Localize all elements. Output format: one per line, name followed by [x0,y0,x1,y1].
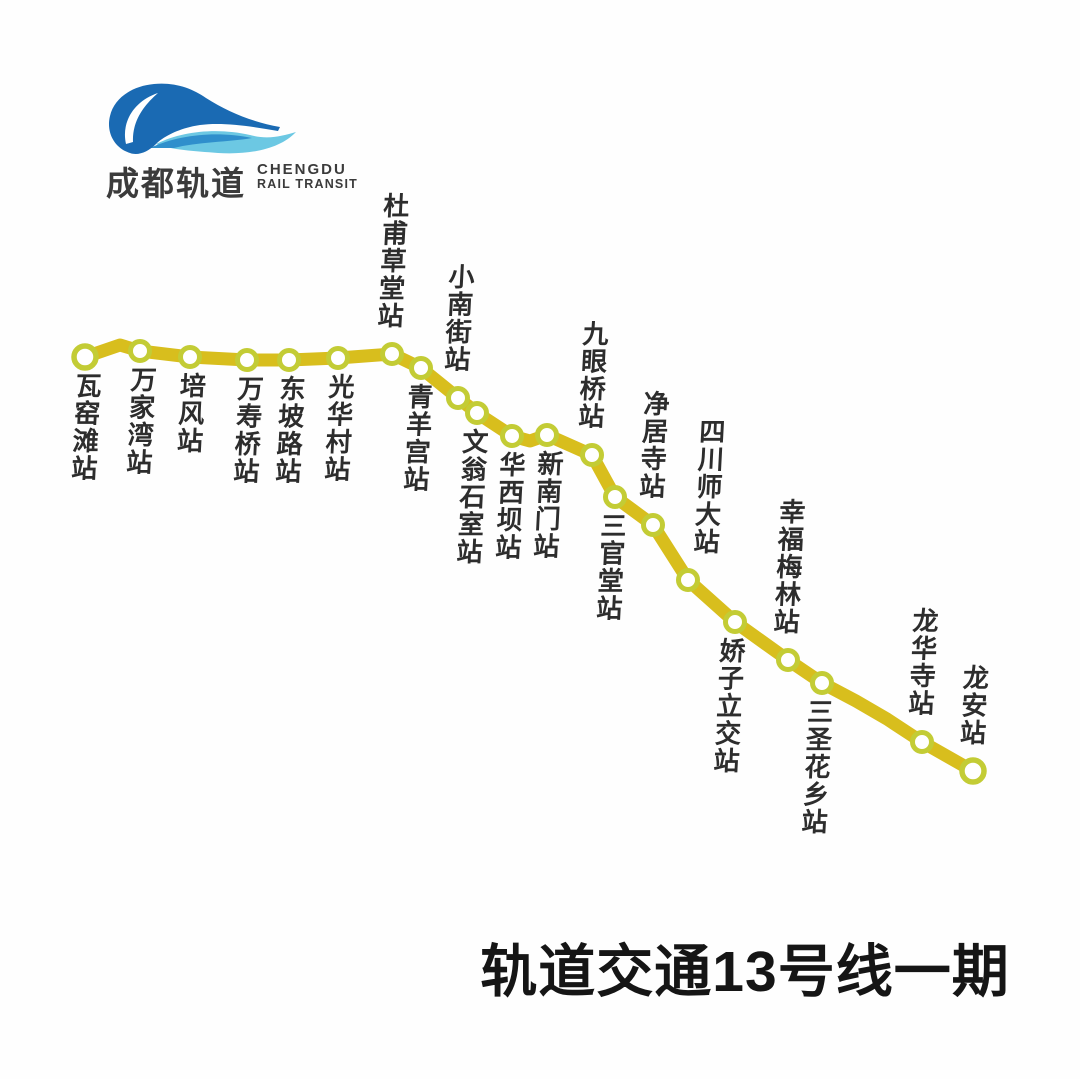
station-label: 万寿桥站 [229,375,265,485]
station-marker [580,443,604,467]
station-marker [810,671,834,695]
station-marker [676,568,700,592]
station-label: 东坡路站 [271,375,307,485]
station-marker [603,485,627,509]
station-marker [465,401,489,425]
station-marker [776,648,800,672]
station-label: 净居寺站 [635,390,671,500]
station-marker [235,348,259,372]
station-marker [641,513,665,537]
swoosh-dark-layer [108,83,280,154]
station-label: 小南街站 [440,263,476,373]
logo-english-line1: CHENGDU [257,161,347,178]
station-marker [446,386,470,410]
station-label: 青羊宫站 [399,383,435,493]
map-title: 轨道交通13号线一期 [480,940,1010,1004]
station-marker [500,424,524,448]
station-marker [959,757,987,785]
station-marker [723,610,747,634]
station-marker [380,342,404,366]
station-marker [535,423,559,447]
station-marker [409,356,433,380]
station-label: 新南门站 [529,450,565,560]
swoosh-highlight [124,93,158,144]
station-marker [326,346,350,370]
logo-chinese-name: 成都轨道 [106,165,246,202]
station-label: 瓦窑滩站 [67,372,103,482]
logo-english-line2: RAIL TRANSIT [257,176,358,191]
station-label: 九眼桥站 [574,320,610,430]
station-marker [178,345,202,369]
station-label: 光华村站 [320,373,356,483]
station-label: 培风站 [172,372,208,455]
station-label: 华西坝站 [491,451,527,561]
logo-english-name: CHENGDU RAIL TRANSIT [257,162,358,191]
station-marker [277,348,301,372]
station-label: 三官堂站 [592,512,628,622]
wave-swoosh-icon [108,83,296,154]
station-label: 龙安站 [955,663,991,747]
station-label: 龙华寺站 [904,607,940,717]
swoosh-mid-layer [150,134,252,148]
station-marker [128,339,152,363]
station-marker [71,343,99,371]
station-marker [910,730,934,754]
station-label: 万家湾站 [122,366,158,476]
